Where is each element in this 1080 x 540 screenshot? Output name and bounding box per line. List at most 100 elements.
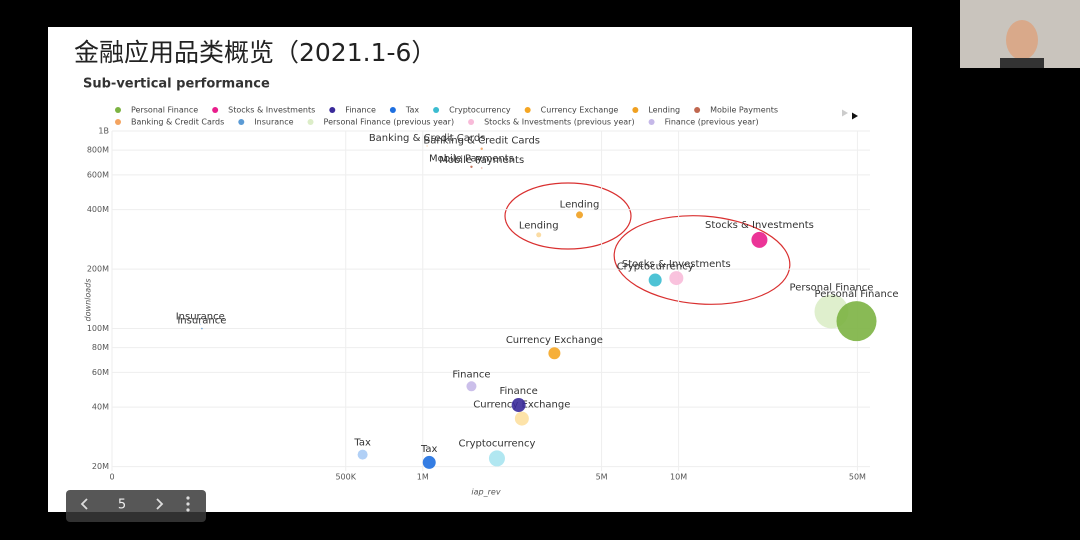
legend-item[interactable]: Lending xyxy=(632,106,680,115)
legend-label: Currency Exchange xyxy=(541,106,619,115)
legend-label: Stocks & Investments (previous year) xyxy=(484,118,635,127)
x-axis-label: iap_rev xyxy=(471,488,500,497)
legend-swatch xyxy=(307,119,314,125)
point-label: Cryptocurrency xyxy=(458,438,535,449)
y-tick-label: 20M xyxy=(92,462,109,471)
legend-label: Finance (previous year) xyxy=(665,118,759,127)
point-label: Insurance xyxy=(177,316,226,327)
bubble xyxy=(470,165,473,168)
point-label: Lending xyxy=(560,199,600,210)
highlight-ellipse xyxy=(613,215,791,305)
legend-label: Cryptocurrency xyxy=(449,106,511,115)
legend-swatch xyxy=(632,107,639,113)
x-tick-label: 5M xyxy=(596,473,608,482)
legend-item[interactable]: Personal Finance xyxy=(115,106,198,115)
bubble xyxy=(480,167,483,169)
legend-swatch xyxy=(389,107,396,113)
legend-item[interactable]: Finance xyxy=(329,106,376,115)
legend-prev[interactable] xyxy=(842,109,848,117)
point-label: Stocks & Investments xyxy=(705,220,814,231)
webcam-face xyxy=(1006,20,1038,60)
point-label: Personal Finance xyxy=(815,289,899,300)
legend-item[interactable]: Stocks & Investments (previous year) xyxy=(468,118,635,127)
legend-next[interactable] xyxy=(852,112,858,120)
y-tick-label: 100M xyxy=(87,324,109,333)
legend-swatch xyxy=(433,107,440,113)
point-label: Currency Exchange xyxy=(506,335,603,346)
point-label: Lending xyxy=(519,220,559,231)
legend-item[interactable]: Insurance xyxy=(238,118,294,127)
y-tick-label: 40M xyxy=(92,403,109,412)
y-tick-label: 600M xyxy=(87,170,109,179)
x-tick-label: 1M xyxy=(417,473,429,482)
point-label: Personal Finance xyxy=(790,282,874,293)
y-tick-label: 1B xyxy=(98,127,109,136)
x-tick-label: 50M xyxy=(849,473,866,482)
bubble xyxy=(480,147,483,150)
legend-swatch xyxy=(648,119,655,125)
point-label: Insurance xyxy=(176,312,225,323)
highlight-ellipse xyxy=(504,182,632,250)
legend-label: Lending xyxy=(648,106,680,115)
x-tick-label: 500K xyxy=(335,473,356,482)
next-button[interactable] xyxy=(156,498,164,510)
legend-item[interactable]: Tax xyxy=(389,106,419,115)
point-label: Finance xyxy=(499,386,537,397)
legend-swatch xyxy=(468,119,475,125)
bubble xyxy=(511,398,526,413)
point-label: Banking & Credit Cards xyxy=(369,133,486,144)
legend-swatch xyxy=(329,107,336,113)
y-tick-label: 80M xyxy=(92,343,109,352)
legend-item[interactable]: Banking & Credit Cards xyxy=(115,118,224,127)
x-tick-label: 10M xyxy=(670,473,687,482)
legend-swatch xyxy=(238,119,245,125)
legend-item[interactable]: Stocks & Investments xyxy=(212,106,315,115)
legend-swatch xyxy=(212,107,219,113)
bubble xyxy=(201,327,203,330)
bubble xyxy=(536,232,542,238)
bubble xyxy=(548,347,561,360)
y-tick-label: 60M xyxy=(92,368,109,377)
legend-item[interactable]: Finance (previous year) xyxy=(648,118,759,127)
point-label: Mobile Payments xyxy=(439,155,524,166)
bubble xyxy=(422,455,436,469)
legend-label: Banking & Credit Cards xyxy=(131,118,224,127)
bubble xyxy=(199,323,201,325)
bubble xyxy=(669,271,684,286)
chart-title: Sub-vertical performance xyxy=(83,77,270,92)
legend-swatch xyxy=(524,107,531,113)
y-axis-label: downloads xyxy=(84,279,93,322)
legend-item[interactable]: Mobile Payments xyxy=(694,106,778,115)
point-label: Stocks & Investments xyxy=(622,259,731,270)
point-label: Mobile Payments xyxy=(429,154,514,165)
slide-nav xyxy=(66,490,206,522)
prev-button[interactable] xyxy=(80,498,88,510)
y-tick-label: 200M xyxy=(87,265,109,274)
plot: 20M 40M 60M 80M 100M 200M 400M 600M 800M 1B 0 500K 1… xyxy=(87,106,899,482)
page-number: 5 xyxy=(118,498,126,513)
menu-button[interactable] xyxy=(186,496,190,512)
legend-swatch xyxy=(115,107,121,113)
bubble xyxy=(426,145,428,147)
legend-swatch xyxy=(694,107,701,113)
legend-label: Stocks & Investments xyxy=(228,106,315,115)
point-label: Tax xyxy=(420,444,438,455)
legend-item[interactable]: Cryptocurrency xyxy=(433,106,511,115)
bubble xyxy=(576,211,584,219)
x-tick-label: 0 xyxy=(109,473,114,482)
point-label: Cryptocurrency xyxy=(617,262,694,273)
legend-label: Mobile Payments xyxy=(710,106,778,115)
bubble xyxy=(751,231,768,248)
slide-title: 金融应用品类概览（2021.1-6） xyxy=(74,38,436,67)
point-label: Tax xyxy=(353,438,371,449)
bubble xyxy=(648,273,662,287)
legend-item[interactable]: Currency Exchange xyxy=(524,106,619,115)
bubble xyxy=(357,449,368,460)
bubble xyxy=(466,381,477,392)
legend-label: Personal Finance xyxy=(131,106,198,115)
y-tick-label: 800M xyxy=(87,146,109,155)
legend-item[interactable]: Personal Finance (previous year) xyxy=(307,118,455,127)
legend-label: Personal Finance (previous year) xyxy=(324,118,455,127)
